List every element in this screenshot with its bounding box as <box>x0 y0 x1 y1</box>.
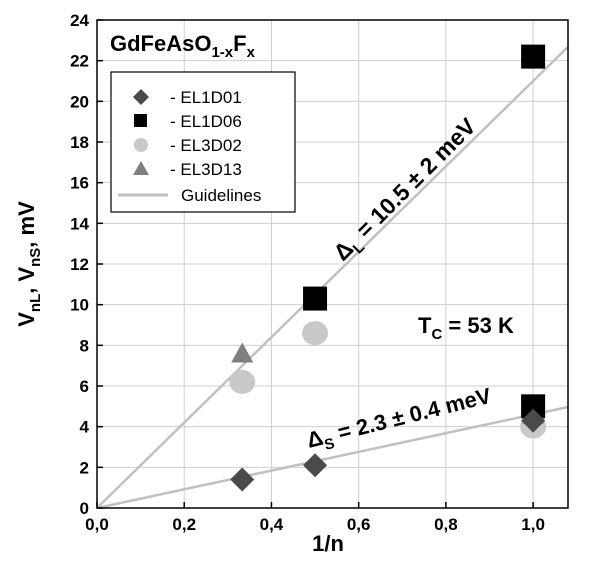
x-tick-label: 0,6 <box>347 515 371 534</box>
y-tick-label: 12 <box>70 255 89 274</box>
legend-label-2: - EL1D06 <box>170 112 242 131</box>
legend-marker-square <box>134 114 147 127</box>
data-point-diamond <box>303 453 328 478</box>
legend-label-1: - EL1D01 <box>170 88 242 107</box>
guideline <box>96 45 569 509</box>
data-point-diamond <box>230 467 255 492</box>
delta-l-annotation: ΔL = 10.5 ± 2 meV <box>328 112 485 269</box>
data-point-triangle <box>231 342 254 363</box>
y-tick-label: 6 <box>80 377 89 396</box>
legend-marker-triangle <box>133 161 149 175</box>
data-point-diamond <box>521 408 546 433</box>
y-tick-label: 24 <box>70 11 89 30</box>
y-tick-label: 0 <box>80 499 89 518</box>
legend: - EL1D01 - EL1D06 - EL3D02 - EL3D13 Guid… <box>110 71 296 213</box>
data-point-square <box>303 286 328 311</box>
x-tick-label: 0,0 <box>85 515 109 534</box>
guideline <box>96 405 569 510</box>
y-tick-label: 22 <box>70 52 89 71</box>
y-tick-label: 16 <box>70 174 89 193</box>
y-tick-label: 20 <box>70 92 89 111</box>
data-point-circle <box>229 369 256 394</box>
legend-label-5: Guidelines <box>181 186 261 205</box>
legend-label-3: - EL3D02 <box>170 136 242 155</box>
y-tick-label: 4 <box>80 418 90 437</box>
y-tick-label: 10 <box>70 296 89 315</box>
y-tick-label: 18 <box>70 133 89 152</box>
y-tick-label: 14 <box>70 214 89 233</box>
legend-label-4: - EL3D13 <box>170 160 242 179</box>
x-tick-label: 1,0 <box>521 515 545 534</box>
data-point-square <box>521 44 546 69</box>
x-axis-title: 1/n <box>312 531 344 556</box>
x-tick-label: 0,4 <box>260 515 284 534</box>
tc-annotation: TC = 53 K <box>418 313 514 343</box>
y-tick-label: 8 <box>80 336 89 355</box>
legend-marker-diamond <box>133 89 149 105</box>
y-tick-label: 2 <box>80 458 89 477</box>
data-point-circle <box>302 321 329 346</box>
data-points <box>229 44 547 492</box>
x-tick-label: 0,8 <box>434 515 458 534</box>
delta-s-annotation: ΔS = 2.3 ± 0.4 meV <box>304 383 495 458</box>
legend-marker-circle <box>134 138 148 152</box>
chart-title: GdFeAsO1-xFx <box>110 31 256 61</box>
x-tick-label: 0,2 <box>172 515 196 534</box>
guidelines <box>96 45 569 510</box>
y-axis-title: VnL, VnS, mV <box>14 201 44 327</box>
